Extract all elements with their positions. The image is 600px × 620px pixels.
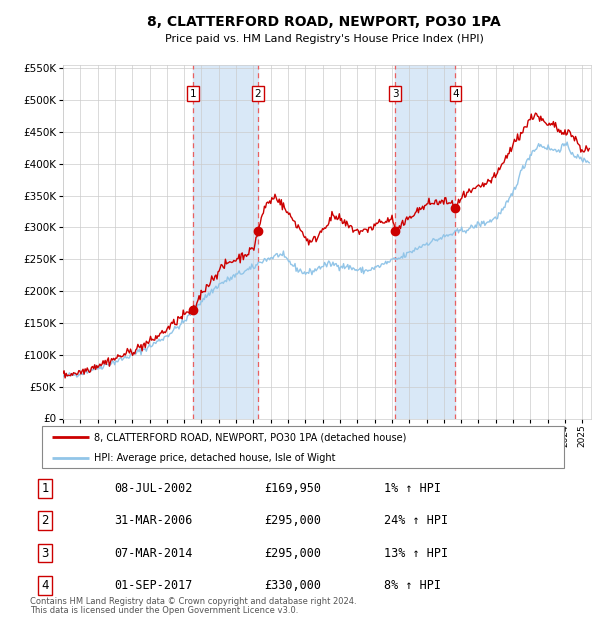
Text: £330,000: £330,000: [264, 579, 321, 591]
Text: 01-SEP-2017: 01-SEP-2017: [114, 579, 193, 591]
Text: 3: 3: [392, 89, 398, 99]
Text: 1: 1: [190, 89, 196, 99]
Text: This data is licensed under the Open Government Licence v3.0.: This data is licensed under the Open Gov…: [30, 606, 298, 615]
Bar: [193, 65, 258, 418]
Text: HPI: Average price, detached house, Isle of Wight: HPI: Average price, detached house, Isle…: [94, 453, 336, 463]
Text: 24% ↑ HPI: 24% ↑ HPI: [384, 515, 448, 527]
Text: £169,950: £169,950: [264, 482, 321, 495]
Text: 07-MAR-2014: 07-MAR-2014: [114, 547, 193, 559]
Text: 4: 4: [41, 579, 49, 591]
Text: 31-MAR-2006: 31-MAR-2006: [114, 515, 193, 527]
Text: 8, CLATTERFORD ROAD, NEWPORT, PO30 1PA (detached house): 8, CLATTERFORD ROAD, NEWPORT, PO30 1PA (…: [94, 432, 407, 442]
Text: 1% ↑ HPI: 1% ↑ HPI: [384, 482, 441, 495]
Text: 08-JUL-2002: 08-JUL-2002: [114, 482, 193, 495]
Text: £295,000: £295,000: [264, 515, 321, 527]
Text: 13% ↑ HPI: 13% ↑ HPI: [384, 547, 448, 559]
Bar: [395, 65, 455, 418]
Text: Price paid vs. HM Land Registry's House Price Index (HPI): Price paid vs. HM Land Registry's House …: [164, 34, 484, 44]
Text: 8, CLATTERFORD ROAD, NEWPORT, PO30 1PA: 8, CLATTERFORD ROAD, NEWPORT, PO30 1PA: [147, 16, 501, 30]
Text: 2: 2: [254, 89, 261, 99]
Text: 1: 1: [41, 482, 49, 495]
Text: 4: 4: [452, 89, 459, 99]
Text: 3: 3: [41, 547, 49, 559]
Text: Contains HM Land Registry data © Crown copyright and database right 2024.: Contains HM Land Registry data © Crown c…: [30, 597, 356, 606]
Text: 8% ↑ HPI: 8% ↑ HPI: [384, 579, 441, 591]
FancyBboxPatch shape: [42, 426, 564, 468]
Text: £295,000: £295,000: [264, 547, 321, 559]
Text: 2: 2: [41, 515, 49, 527]
